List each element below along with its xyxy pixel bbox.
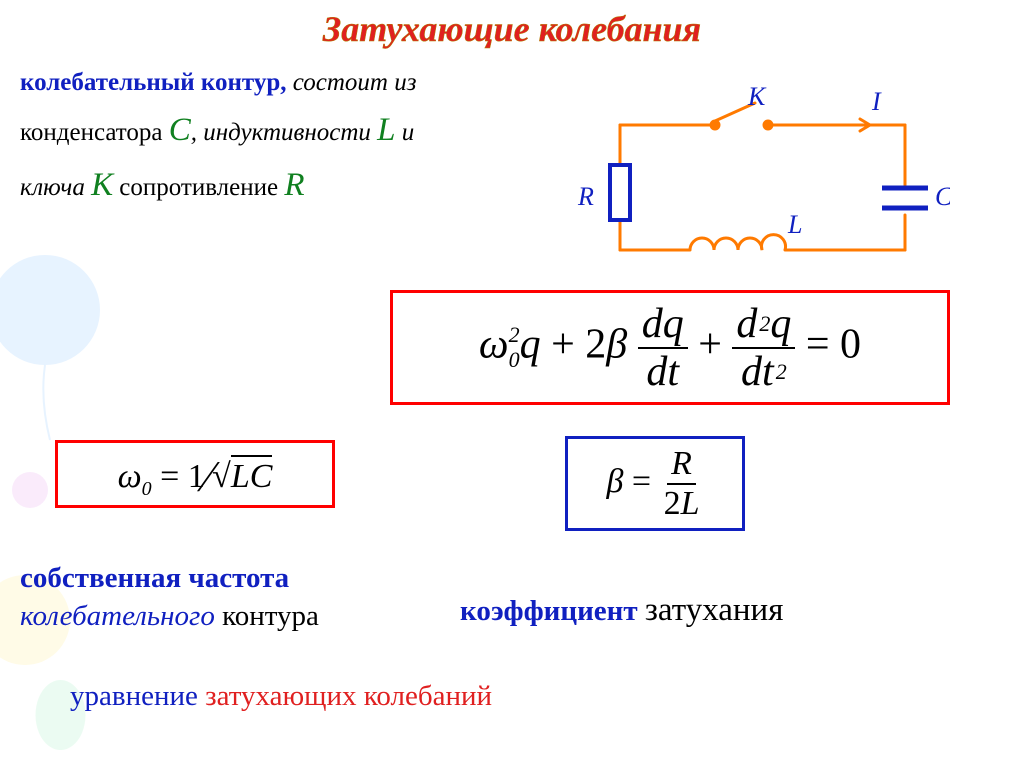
caption-damping: коэффициент затухания [460,592,783,629]
label-I: I [871,87,882,116]
caption-natural-frequency: собственная частота колебательного конту… [20,560,319,635]
label-R: R [577,182,594,211]
label-K: К [747,85,767,111]
natural-frequency-box: ω0 = 1⁄√LC [55,440,335,508]
intro-text: колебательный контур, состоит из конденс… [20,62,560,212]
label-L: L [787,210,802,239]
rlc-circuit-diagram: К I R C L [570,85,950,265]
page-title: Затухающие колебания [0,0,1024,50]
differential-equation-box: ω02q + 2β dq dt + d2q dt2 = 0 [390,290,950,405]
label-C: C [935,182,950,211]
damping-coefficient-box: β = R 2L [565,436,745,531]
caption-equation: уравнение затухающих колебаний [70,680,492,713]
